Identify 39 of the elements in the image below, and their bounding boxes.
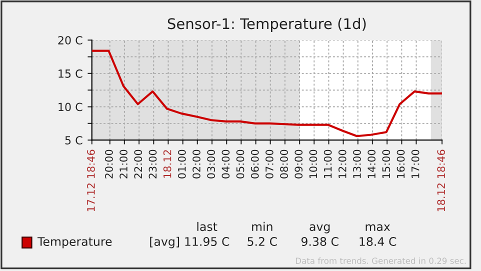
x-tick-label: 02:00 <box>192 150 200 178</box>
y-tick-label: 5 C <box>65 136 82 144</box>
text: 18.4 C <box>360 237 396 246</box>
x-tick-label: 18.12 18:46 <box>437 150 446 212</box>
text: min <box>252 222 272 231</box>
x-tick-label: 10:00 <box>309 150 318 178</box>
y-tick-label: 10 C <box>58 102 82 112</box>
x-tick-label: 22:00 <box>134 150 142 178</box>
legend-label: Temperature <box>37 237 112 248</box>
x-tick-label: 04:00 <box>222 150 230 178</box>
x-tick-label: 17:00 <box>411 150 420 178</box>
x-tick-label: 09:00 <box>294 150 303 178</box>
text: [avg] <box>150 236 180 248</box>
x-tick-label: 13:00 <box>353 150 361 178</box>
x-tick-label: 03:00 <box>207 150 216 178</box>
x-tick-label: 18.12 <box>163 150 172 178</box>
x-tick-label: 17.12 18:46 <box>87 150 95 212</box>
x-tick-label: 20:00 <box>105 150 113 178</box>
x-tick-label: 16:00 <box>396 150 405 178</box>
text: avg <box>310 224 330 234</box>
text: 5.2 C <box>248 237 277 246</box>
x-tick-label: 21:00 <box>120 150 128 178</box>
x-tick-label: 23:00 <box>148 150 157 178</box>
text: 11.95 C <box>185 237 230 246</box>
y-tick-label: 20 C <box>58 36 82 44</box>
x-tick-label: 15:00 <box>382 150 390 178</box>
x-tick-label: 07:00 <box>266 150 274 178</box>
x-tick-label: 12:00 <box>338 150 346 178</box>
text: last <box>197 222 218 232</box>
chart-title: Sensor-1: Temperature (1d) <box>168 18 366 32</box>
x-tick-label: 01:00 <box>178 150 186 178</box>
y-tick-label: 15 C <box>58 69 82 78</box>
x-tick-label: 05:00 <box>236 150 244 178</box>
x-tick-label: 06:00 <box>250 150 259 178</box>
x-tick-label: 11:00 <box>324 150 332 178</box>
text: 9.38 C <box>301 237 338 246</box>
text: max <box>366 224 390 232</box>
x-tick-label: 08:00 <box>280 150 288 178</box>
x-tick-label: 14:00 <box>368 150 376 178</box>
